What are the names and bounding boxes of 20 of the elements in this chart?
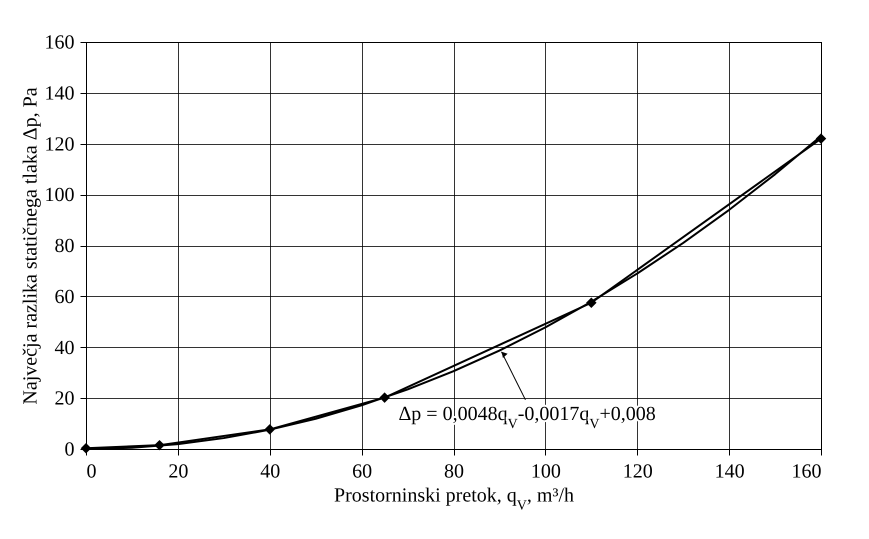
x-tick-label: 20 [168,460,188,482]
y-tick-label: 20 [54,388,74,410]
x-axis-title: Prostorninski pretok, q$_{V}$, m³/h [334,484,574,513]
x-tick-label: 140 [714,460,745,482]
y-tick-label: 0 [64,438,74,460]
x-tick-label: 120 [622,460,653,482]
x-tick-label: 100 [530,460,561,482]
y-tick-label: 140 [44,82,74,104]
y-tick-label: 120 [44,133,74,156]
y-tick-label: 60 [54,286,74,308]
y-tick-label: 80 [54,235,74,257]
x-tick-label: 0 [86,460,96,482]
y-tick-label: 160 [44,32,74,54]
y-tick-label: 40 [54,336,74,359]
x-tick-label: 60 [352,460,372,482]
y-axis-title: Največja razlika statičnega tlaka Δp, Pa [20,87,42,405]
x-tick-label: 160 [792,460,822,482]
x-tick-label: 80 [444,460,464,482]
x-tick-label: 40 [260,460,280,482]
y-tick-label: 100 [44,184,74,206]
